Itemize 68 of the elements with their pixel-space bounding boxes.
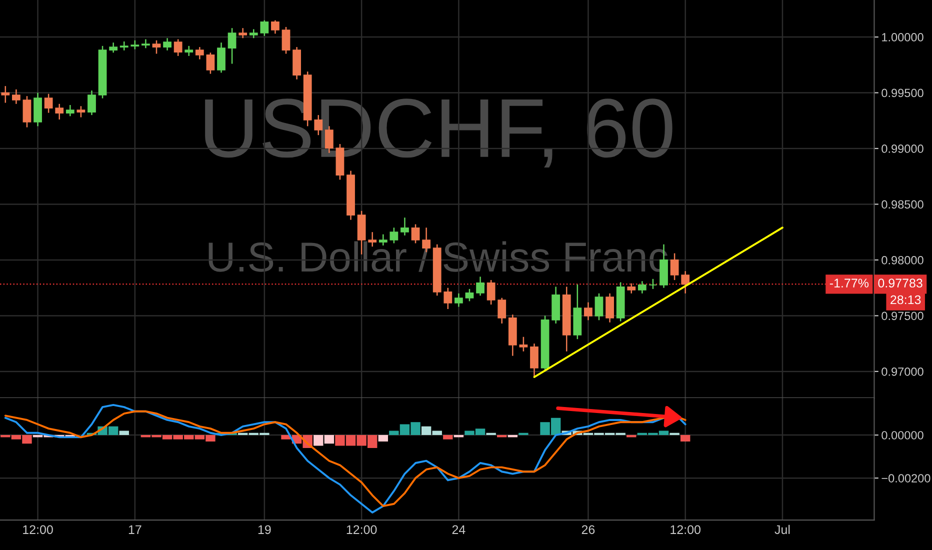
candlestick xyxy=(260,20,269,37)
x-tick-label: 12:00 xyxy=(670,525,700,534)
bar xyxy=(518,432,528,436)
candlestick xyxy=(238,27,248,39)
candlestick xyxy=(34,92,42,127)
bar xyxy=(486,432,496,436)
x-tick-label: 24 xyxy=(452,525,466,534)
candlestick xyxy=(519,336,528,352)
y-tick-label: 0.99000 xyxy=(882,144,924,153)
y-tick-label: 0.98000 xyxy=(882,256,924,264)
candlestick xyxy=(22,95,32,128)
y-tick-label: 0.98500 xyxy=(882,200,924,209)
candlestick xyxy=(530,342,538,378)
candlestick xyxy=(88,90,96,116)
candlestick xyxy=(152,40,161,54)
candlestick xyxy=(282,26,290,54)
x-tick-label: 17 xyxy=(128,525,142,534)
x-tick-label: Jul xyxy=(774,524,790,534)
candlestick xyxy=(638,280,646,294)
candlestick xyxy=(444,287,452,310)
bar xyxy=(119,430,129,436)
candlestick xyxy=(12,88,20,105)
candlestick xyxy=(465,288,474,302)
x-tick-label: 19 xyxy=(258,525,271,534)
x-tick-label: 12:00 xyxy=(23,525,53,534)
candlestick xyxy=(400,216,409,236)
bar xyxy=(670,432,680,436)
candlestick xyxy=(217,42,226,74)
candlestick xyxy=(454,292,463,308)
y-tick-label: 1.00000 xyxy=(882,33,924,42)
candlestick xyxy=(228,27,236,64)
candlestick xyxy=(486,279,496,306)
ref-line-label: 0.97783 xyxy=(878,278,922,288)
candlestick xyxy=(670,252,679,281)
y-tick-label: 0.99500 xyxy=(882,88,924,98)
bar xyxy=(378,435,388,442)
x-tick-label: 26 xyxy=(582,525,595,534)
candlestick xyxy=(411,224,420,244)
y-tick-label: 0.00000 xyxy=(882,431,924,440)
candlestick xyxy=(627,282,636,294)
annotation: -1.77% xyxy=(830,278,869,288)
candlestick xyxy=(109,42,118,54)
candlestick xyxy=(44,93,53,114)
candlestick xyxy=(66,104,74,117)
candlestick xyxy=(584,302,592,321)
candlestick xyxy=(594,292,604,321)
x-tick-label: 12:00 xyxy=(346,525,377,534)
candlestick xyxy=(142,38,150,49)
y-tick-label: 0.97000 xyxy=(882,367,924,376)
candlestick xyxy=(184,45,194,57)
candlestick xyxy=(55,103,64,120)
candlestick xyxy=(476,276,484,296)
candlestick xyxy=(498,297,506,324)
candlestick xyxy=(648,278,658,290)
y-tick-label: 0.97500 xyxy=(882,312,924,320)
candlestick xyxy=(271,20,280,34)
candlestick xyxy=(681,270,690,294)
bar xyxy=(443,435,453,440)
candlestick xyxy=(606,292,614,324)
candlestick xyxy=(206,52,215,74)
candlestick xyxy=(195,46,204,60)
candlestick xyxy=(163,38,172,52)
candlestick xyxy=(1,85,10,104)
candlestick xyxy=(174,38,182,57)
candlestick xyxy=(76,106,86,118)
y-tick-label: −0.00200 xyxy=(882,474,930,482)
text: 28:13 xyxy=(890,295,921,304)
bar xyxy=(680,435,690,442)
